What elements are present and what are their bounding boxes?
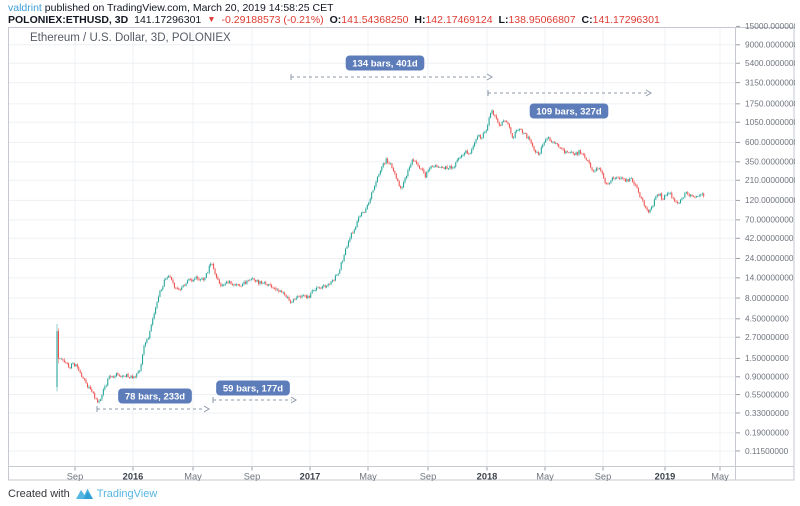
y-axis-label: 1050.00000000 [745, 117, 795, 127]
open-label: O: [329, 13, 342, 26]
y-axis-label: 5400.00000000 [745, 58, 795, 68]
y-axis-label: 8.00000000 [745, 293, 789, 303]
grid [8, 27, 735, 466]
username-link[interactable]: valdrint [8, 2, 42, 14]
measure-badge [345, 55, 425, 71]
measure-annotation[interactable]: 134 bars, 401d [290, 55, 493, 81]
y-axis-label: 0.11500000 [745, 446, 789, 456]
price-change: -0.29188573 (-0.21%) [221, 13, 324, 26]
measure-badge [529, 103, 609, 119]
close-label: C: [581, 13, 593, 26]
candlestick-chart[interactable]: 134 bars, 401d 109 bars, 327d 59 bars, 177… [8, 19, 795, 481]
candles-layer[interactable] [56, 109, 705, 404]
measure-annotation[interactable]: 109 bars, 327d [487, 89, 652, 119]
x-axis-label: 2019 [655, 472, 676, 482]
created-with-text: Created with [8, 488, 70, 500]
y-axis-label: 120.00000000 [745, 195, 795, 205]
y-axis-label: 1.50000000 [745, 353, 789, 363]
y-axis-label: 70.00000000 [745, 215, 794, 225]
y-axis-label: 4.50000000 [745, 314, 789, 324]
chart-legend-title[interactable]: Ethereum / U.S. Dollar, 3D, POLONIEX [30, 32, 231, 44]
attribution-footer: Created with TradingView [8, 485, 157, 503]
open-value: 141.54368250 [341, 13, 409, 26]
measure-annotation[interactable]: 78 bars, 233d [96, 388, 210, 413]
y-axis-label: 3150.00000000 [745, 77, 795, 87]
y-axis-label: 0.90000000 [745, 372, 789, 382]
y-axis-label: 0.33000000 [745, 408, 789, 418]
x-axis-label: Sep [420, 472, 437, 482]
tradingview-logo-icon [75, 487, 93, 502]
y-axis-label: 15000.00000000 [745, 21, 795, 31]
publish-info: valdrint published on TradingView.com, M… [8, 2, 334, 14]
price-axis[interactable]: 15000.00000000 9000.00000000 5400.00000000… [736, 21, 795, 456]
x-axis-label: May [536, 472, 554, 482]
publish-text: published on TradingView.com, March 20, … [41, 2, 334, 14]
y-axis-label: 24.00000000 [745, 253, 794, 263]
measure-label: 109 bars, 327d [536, 106, 602, 117]
y-axis-label: 0.19000000 [745, 428, 789, 438]
price-down-icon: ▼ [207, 13, 216, 24]
x-axis-label: Sep [67, 472, 84, 482]
chart-frame [8, 27, 795, 481]
y-axis-label: 14.00000000 [745, 273, 794, 283]
y-axis-label: 1750.00000000 [745, 99, 795, 109]
x-axis-label: 2018 [477, 472, 498, 482]
x-axis-label: May [184, 472, 202, 482]
y-axis-label: 0.55000000 [745, 389, 789, 399]
x-axis-label: Sep [244, 472, 261, 482]
measure-label: 78 bars, 233d [125, 391, 185, 402]
measure-label: 59 bars, 177d [223, 383, 283, 394]
low-label: L: [498, 13, 509, 26]
high-label: H: [414, 13, 426, 26]
measure-label: 134 bars, 401d [352, 58, 418, 69]
y-axis-label: 210.00000000 [745, 175, 795, 185]
y-axis-label: 42.00000000 [745, 233, 794, 243]
close-value: 141.17296301 [592, 13, 660, 26]
x-axis-label: May [359, 472, 377, 482]
symbol-info-bar: POLONIEX:ETHUSD, 3D 141.17296301 ▼ -0.29… [8, 14, 663, 26]
x-axis-label: May [711, 472, 729, 482]
last-price: 141.17296301 [134, 13, 202, 26]
low-value: 138.95066807 [508, 13, 576, 26]
measure-badge [118, 388, 192, 404]
time-axis[interactable]: Sep 2016 May Sep 2017 May Sep 2018 May Sep 2019 May [67, 467, 729, 481]
tradingview-brand-link[interactable]: TradingView [96, 488, 158, 500]
y-axis-label: 350.00000000 [745, 157, 795, 167]
y-axis-label: 600.00000000 [745, 137, 795, 147]
symbol-name[interactable]: POLONIEX:ETHUSD, 3D [8, 13, 129, 26]
x-axis-label: 2016 [123, 472, 144, 482]
measure-badge [216, 380, 290, 396]
chart-widget[interactable]: Ethereum / U.S. Dollar, 3D, POLONIEX 134… [8, 19, 795, 481]
x-axis-label: Sep [595, 472, 612, 482]
x-axis-label: 2017 [300, 472, 321, 482]
y-axis-label: 2.70000000 [745, 332, 789, 342]
measure-annotation[interactable]: 59 bars, 177d [212, 380, 297, 404]
high-value: 142.17469124 [425, 13, 493, 26]
y-axis-label: 9000.00000000 [745, 40, 795, 50]
